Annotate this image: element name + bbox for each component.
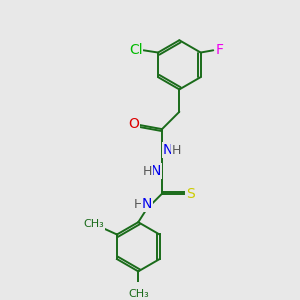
Text: N: N — [163, 143, 173, 157]
Text: H: H — [134, 197, 143, 211]
Text: Cl: Cl — [129, 43, 142, 57]
Text: CH₃: CH₃ — [128, 289, 148, 299]
Text: N: N — [142, 197, 152, 211]
Text: S: S — [186, 187, 195, 201]
Text: CH₃: CH₃ — [83, 219, 104, 229]
Text: O: O — [129, 117, 140, 131]
Text: F: F — [215, 43, 223, 57]
Text: H: H — [142, 164, 152, 178]
Text: N: N — [151, 164, 161, 178]
Text: H: H — [172, 144, 182, 157]
